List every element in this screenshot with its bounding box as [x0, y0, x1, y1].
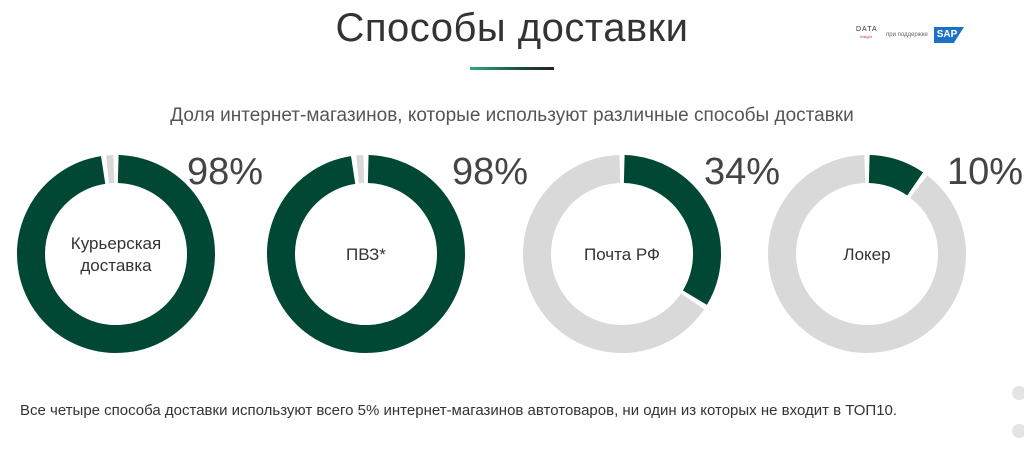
donut-value-segment [17, 155, 215, 353]
scroll-indicator-dot[interactable] [1012, 424, 1024, 438]
donut-value-segment [623, 155, 721, 305]
insight-logo-text: insight [860, 34, 872, 39]
donut-category-label: ПВЗ* [346, 245, 386, 264]
donut-chart: ПВЗ* 98% [267, 151, 528, 353]
data-logo-text: DATA [856, 26, 878, 33]
with-support-text: при поддержке [886, 32, 928, 38]
donut-remaining-segment [523, 155, 705, 353]
logos: DATA insight при поддержке SAP [846, 24, 976, 48]
donut-remaining-segment [768, 155, 966, 353]
title-underline [470, 67, 554, 70]
donut-chart: Локер 10% [768, 151, 1023, 353]
donut-value-label: 98% [187, 151, 263, 193]
donut-category-label: Локер [843, 245, 890, 264]
donut-value-label: 10% [947, 151, 1023, 193]
donut-value-label: 34% [704, 151, 780, 193]
footnote: Все четыре способа доставки используют в… [20, 402, 898, 419]
donut-category-label: Почта РФ [584, 245, 660, 264]
donut-category-label: Курьерская доставка [71, 234, 161, 275]
donut-value-segment [868, 155, 924, 196]
page-title: Способы доставки [335, 6, 689, 50]
donut-chart: Курьерская доставка 98% [17, 151, 263, 353]
chart-subtitle: Доля интернет-магазинов, которые использ… [170, 105, 854, 126]
data-insight-logo: DATA insight [856, 26, 878, 40]
donut-chart: Почта РФ 34% [523, 151, 780, 353]
scroll-indicator-dot[interactable] [1012, 386, 1024, 400]
donut-value-label: 98% [452, 151, 528, 193]
donut-value-segment [267, 155, 465, 353]
